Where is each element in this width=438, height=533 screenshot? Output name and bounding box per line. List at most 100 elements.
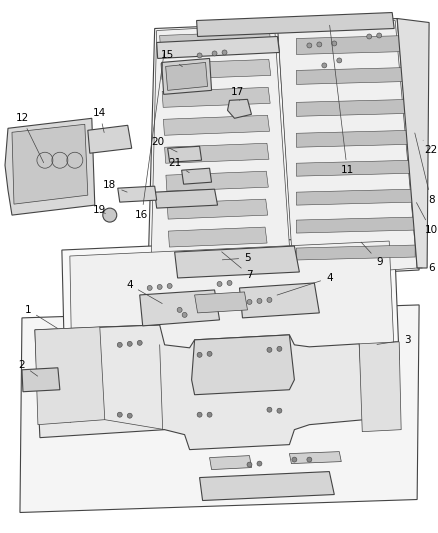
Text: 22: 22 <box>423 140 438 155</box>
Polygon shape <box>290 451 341 464</box>
Polygon shape <box>166 171 268 191</box>
Circle shape <box>322 63 327 68</box>
Circle shape <box>222 50 227 55</box>
Polygon shape <box>148 19 419 285</box>
Circle shape <box>207 351 212 357</box>
Circle shape <box>207 412 212 417</box>
Polygon shape <box>240 283 319 318</box>
Text: 8: 8 <box>415 133 434 205</box>
Polygon shape <box>297 67 411 84</box>
Polygon shape <box>140 290 219 326</box>
Circle shape <box>197 53 202 58</box>
Circle shape <box>117 342 122 348</box>
Circle shape <box>103 208 117 222</box>
Text: 4: 4 <box>277 273 332 295</box>
Circle shape <box>117 412 122 417</box>
Circle shape <box>367 34 372 39</box>
Polygon shape <box>397 19 429 268</box>
Circle shape <box>317 42 322 47</box>
Circle shape <box>127 341 132 346</box>
Text: 4: 4 <box>127 280 162 303</box>
Polygon shape <box>191 335 294 395</box>
Polygon shape <box>167 199 268 219</box>
Circle shape <box>167 284 172 288</box>
Circle shape <box>307 457 312 462</box>
Polygon shape <box>297 99 412 116</box>
Text: 20: 20 <box>151 138 177 152</box>
Circle shape <box>197 352 202 357</box>
Polygon shape <box>297 160 414 176</box>
Text: 11: 11 <box>330 25 354 175</box>
Circle shape <box>257 461 262 466</box>
Polygon shape <box>162 87 270 107</box>
Polygon shape <box>5 118 95 215</box>
Polygon shape <box>168 227 267 247</box>
Text: 15: 15 <box>161 51 182 67</box>
Circle shape <box>217 281 222 286</box>
Text: 18: 18 <box>103 180 127 192</box>
Circle shape <box>227 280 232 286</box>
Polygon shape <box>12 124 88 204</box>
Polygon shape <box>359 342 401 432</box>
Polygon shape <box>163 115 269 135</box>
Polygon shape <box>297 217 415 233</box>
Circle shape <box>277 408 282 413</box>
Polygon shape <box>35 327 105 425</box>
Text: 2: 2 <box>19 360 38 376</box>
Circle shape <box>147 286 152 290</box>
Text: 7: 7 <box>222 252 253 280</box>
Circle shape <box>247 300 252 304</box>
Text: 10: 10 <box>417 203 438 235</box>
Polygon shape <box>182 168 212 184</box>
Polygon shape <box>88 125 132 153</box>
Circle shape <box>337 58 342 63</box>
Circle shape <box>332 41 337 46</box>
Polygon shape <box>197 13 394 36</box>
Polygon shape <box>297 130 413 147</box>
Polygon shape <box>151 25 291 282</box>
Polygon shape <box>297 36 409 54</box>
Polygon shape <box>166 62 208 91</box>
Polygon shape <box>175 246 300 278</box>
Circle shape <box>137 341 142 345</box>
Polygon shape <box>297 245 415 260</box>
Circle shape <box>267 407 272 412</box>
Circle shape <box>247 462 252 467</box>
Circle shape <box>177 308 182 312</box>
Polygon shape <box>35 325 364 450</box>
Polygon shape <box>118 186 157 202</box>
Circle shape <box>257 298 262 303</box>
Polygon shape <box>155 189 218 208</box>
Text: 5: 5 <box>223 253 251 263</box>
Circle shape <box>197 412 202 417</box>
Text: 14: 14 <box>93 108 106 133</box>
Text: 21: 21 <box>168 158 189 173</box>
Text: 19: 19 <box>93 205 106 215</box>
Polygon shape <box>160 31 272 52</box>
Circle shape <box>212 51 217 56</box>
Polygon shape <box>161 60 271 79</box>
Polygon shape <box>62 235 399 375</box>
Circle shape <box>292 457 297 462</box>
Circle shape <box>267 297 272 302</box>
Polygon shape <box>277 20 417 277</box>
Circle shape <box>157 285 162 289</box>
Circle shape <box>182 312 187 317</box>
Polygon shape <box>162 59 212 94</box>
Circle shape <box>377 33 381 38</box>
Polygon shape <box>227 99 251 118</box>
Polygon shape <box>200 472 334 500</box>
Text: 16: 16 <box>135 51 164 220</box>
Circle shape <box>277 346 282 351</box>
Text: 3: 3 <box>377 335 410 345</box>
Polygon shape <box>20 305 419 513</box>
Circle shape <box>127 413 132 418</box>
Polygon shape <box>157 36 279 59</box>
Polygon shape <box>209 456 251 470</box>
Circle shape <box>267 348 272 352</box>
Polygon shape <box>165 143 269 163</box>
Polygon shape <box>70 241 394 369</box>
Polygon shape <box>22 368 60 392</box>
Polygon shape <box>194 292 247 313</box>
Polygon shape <box>297 189 414 205</box>
